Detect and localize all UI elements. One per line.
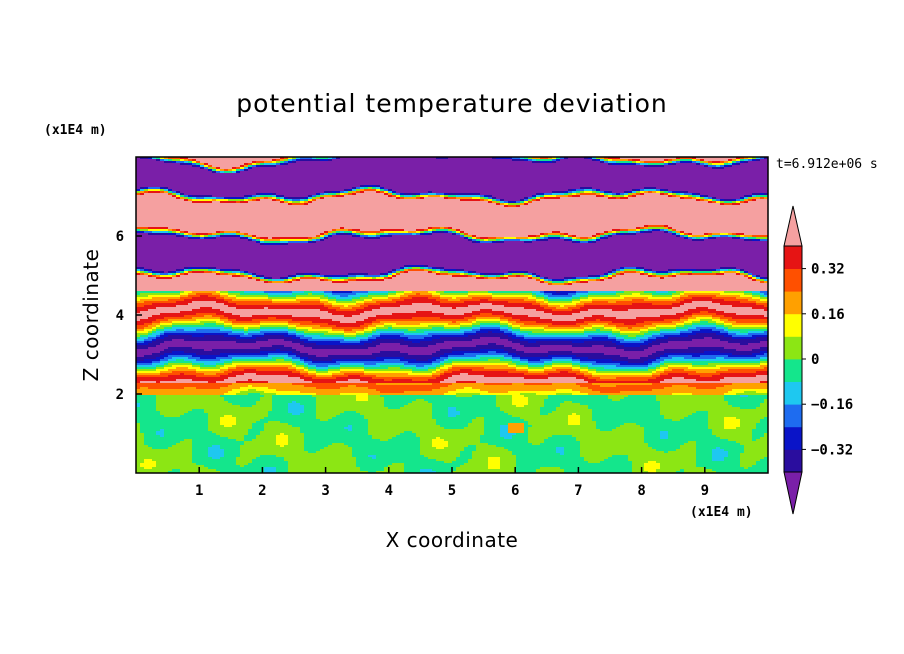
colorbar-segment <box>784 336 802 360</box>
y-tick-label: 2 <box>116 387 124 403</box>
x-tick-label: 7 <box>574 483 582 499</box>
time-stamp: t=6.912e+06 s <box>776 157 878 172</box>
colorbar-segment <box>784 268 802 292</box>
x-tick-label: 9 <box>701 483 709 499</box>
colorbar-segment <box>784 381 802 405</box>
colorbar-segment <box>784 313 802 337</box>
x-axis-ticks: 1 2 3 4 5 6 7 8 9 <box>195 467 709 499</box>
y-tick-label: 4 <box>116 308 124 324</box>
colorbar-tick-label: −0.16 <box>811 397 853 413</box>
x-tick-label: 5 <box>448 483 456 499</box>
x-tick-label: 4 <box>385 483 393 499</box>
colorbar-segment <box>784 426 802 450</box>
x-tick-label: 3 <box>321 483 329 499</box>
colorbar-tick-label: −0.32 <box>811 442 853 458</box>
colorbar-min-arrow <box>783 471 803 515</box>
x-tick-label: 2 <box>258 483 266 499</box>
colorbar-tick-label: 0.16 <box>811 307 845 323</box>
x-tick-label: 1 <box>195 483 203 499</box>
colorbar-tick-label: 0.32 <box>811 262 845 278</box>
colorbar: 0.32 0.16 0 −0.16 −0.32 <box>783 205 853 515</box>
colorbar-segment <box>784 291 802 315</box>
y-tick-label: 6 <box>116 229 124 245</box>
colorbar-segment <box>784 449 802 473</box>
contour-field <box>136 157 768 473</box>
colorbar-segment <box>784 404 802 428</box>
y-axis-label: Z coordinate <box>79 249 103 382</box>
x-tick-label: 6 <box>511 483 519 499</box>
x-axis-unit: (x1E4 m) <box>690 505 753 520</box>
y-axis-ticks: 2 4 6 <box>116 229 142 403</box>
colorbar-segment <box>784 246 802 269</box>
x-axis-label: X coordinate <box>386 528 519 552</box>
chart-title: potential temperature deviation <box>236 89 667 118</box>
colorbar-max-arrow <box>783 205 803 247</box>
y-axis-unit: (x1E4 m) <box>44 123 107 138</box>
x-tick-label: 8 <box>637 483 645 499</box>
colorbar-segment <box>784 359 802 382</box>
colorbar-tick-label: 0 <box>811 352 819 368</box>
